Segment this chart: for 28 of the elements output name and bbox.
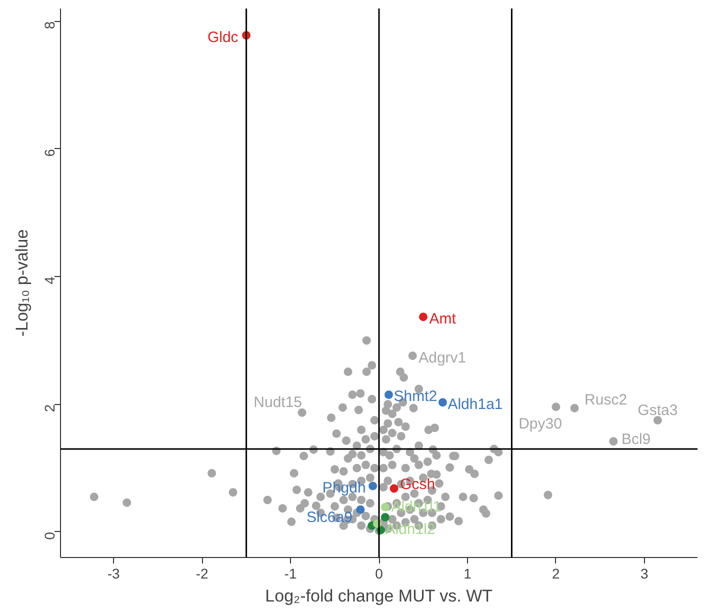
x-tick-label: -3 <box>107 566 120 582</box>
series-label: Gsta3 <box>638 402 678 419</box>
series-label: Dpy30 <box>518 415 562 432</box>
series-label: Slc6a9 <box>306 509 352 526</box>
x-tick-label: 0 <box>375 566 384 582</box>
series-label: Phgdh <box>322 480 366 496</box>
series-label: Nudt15 <box>254 394 302 412</box>
x-tick-label: -1 <box>284 566 297 582</box>
x-tick-label: 2 <box>552 566 560 582</box>
y-tick-label: 8 <box>42 21 58 30</box>
series-label: Amt <box>429 310 457 328</box>
x-tick-label: 3 <box>640 566 649 582</box>
y-tick-label: 4 <box>42 276 58 284</box>
series-label: Shmt2 <box>394 388 438 406</box>
y-tick-label: 2 <box>42 404 58 412</box>
series-label: Rusc2 <box>584 392 628 409</box>
series-label: Adgrv1 <box>418 349 466 366</box>
x-axis-title: Log₂-fold change MUT vs. WT <box>265 586 493 606</box>
y-axis-title: -Log₁₀ p-value <box>12 229 32 337</box>
series-label: Gcsh <box>400 476 436 494</box>
y-tick-label: 6 <box>42 148 58 157</box>
series-label: Gldc <box>207 28 239 46</box>
y-tick-label: 0 <box>42 532 58 540</box>
x-tick-label: -2 <box>196 566 208 582</box>
x-tick-label: 1 <box>464 566 472 582</box>
series-label: Bcl9 <box>621 430 651 448</box>
series-label: Aldh1a1 <box>448 396 503 413</box>
series-label: Aldh1l2 <box>385 521 436 538</box>
